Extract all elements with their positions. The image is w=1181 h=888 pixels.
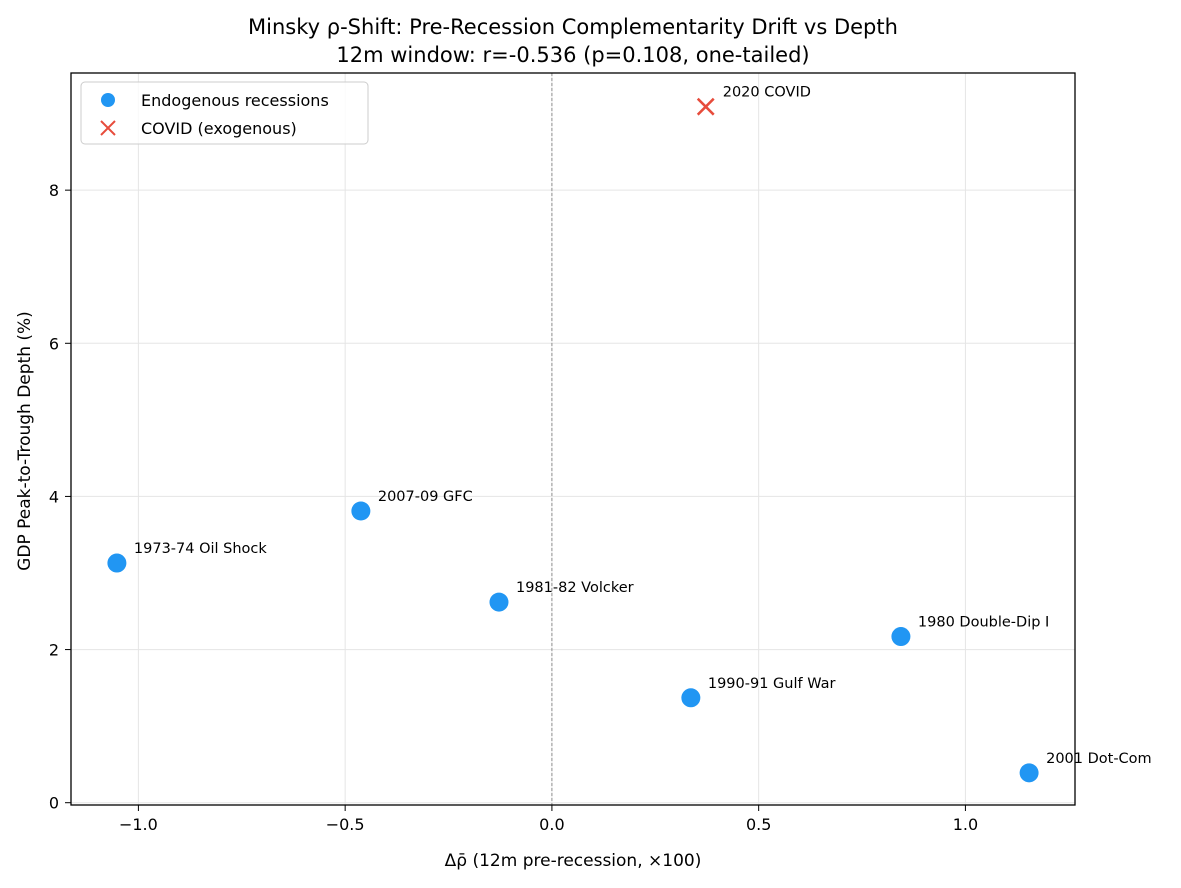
point-label: 1980 Double-Dip I: [918, 615, 1049, 631]
legend-marker-covid: [100, 120, 116, 136]
point-label: 2020 COVID: [723, 85, 811, 101]
x-axis-label: Δρ̄ (12m pre-recession, ×100): [445, 851, 702, 871]
point-label: 2007-09 GFC: [378, 489, 473, 505]
marks: 1973-74 Oil Shock 2007-09 GFC 1981-82 Volc…: [107, 85, 1152, 783]
chart-subtitle: 12m window: r=-0.536 (p=0.108, one-taile…: [336, 43, 809, 67]
point-label: 1981-82 Volcker: [516, 580, 634, 596]
y-tick-label: 0: [49, 794, 59, 813]
x-tick-label: 0.0: [539, 815, 564, 834]
ticks: −1.0 −0.5 0.0 0.5 1.0 0 2 4 6 8: [49, 181, 978, 834]
legend-label-covid: COVID (exogenous): [141, 119, 297, 138]
data-point-x: [696, 97, 715, 116]
data-point: [489, 592, 509, 612]
data-point: [351, 501, 371, 521]
data-point: [681, 688, 701, 708]
legend: Endogenous recessions COVID (exogenous): [80, 81, 369, 145]
grid: [71, 73, 1075, 805]
legend-box: [80, 81, 369, 145]
x-tick-label: 1.0: [953, 815, 978, 834]
x-tick-label: −0.5: [326, 815, 365, 834]
x-tick-label: 0.5: [746, 815, 771, 834]
legend-marker-endogenous: [101, 93, 115, 107]
point-label: 1990-91 Gulf War: [708, 676, 836, 692]
data-point: [107, 553, 127, 573]
y-tick-label: 8: [49, 181, 59, 200]
point-label: 2001 Dot-Com: [1046, 751, 1152, 767]
chart-title: Minsky ρ-Shift: Pre-Recession Complement…: [248, 15, 898, 39]
y-axis-label: GDP Peak-to-Trough Depth (%): [15, 311, 35, 571]
y-tick-label: 6: [49, 334, 59, 353]
point-label: 1973-74 Oil Shock: [134, 541, 268, 557]
y-tick-label: 2: [49, 641, 59, 660]
data-point: [891, 627, 911, 647]
y-tick-label: 4: [49, 487, 59, 506]
plot-frame: [70, 72, 1076, 806]
legend-label-endogenous: Endogenous recessions: [141, 91, 329, 110]
data-point: [1019, 763, 1039, 783]
x-tick-label: −1.0: [119, 815, 158, 834]
